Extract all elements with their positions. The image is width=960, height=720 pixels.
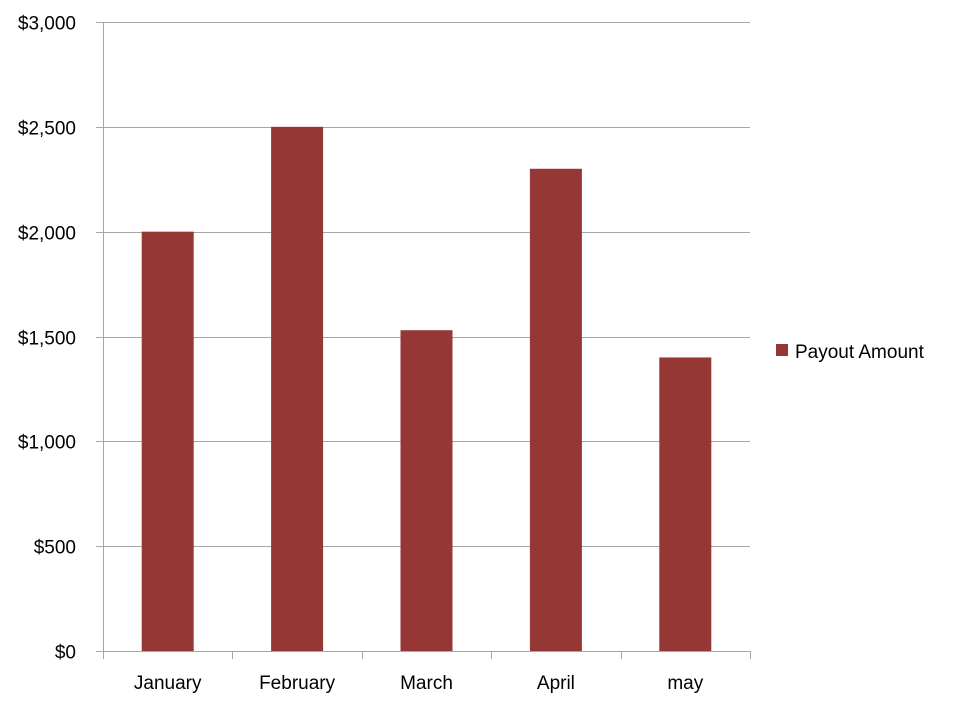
- y-tick-label: $2,000: [18, 224, 76, 245]
- legend-swatch: [776, 344, 788, 356]
- y-axis-tick-labels: $0 $500 $1,000 $1,500 $2,000 $2,500 $3,000: [18, 14, 76, 664]
- y-tick-label: $2,500: [18, 119, 76, 140]
- y-tick-label: $1,500: [18, 329, 76, 350]
- bar-january: [141, 231, 194, 651]
- bar-march: [400, 330, 453, 651]
- bar-april: [529, 168, 582, 651]
- x-tick-label: may: [667, 673, 703, 694]
- x-axis-tick-labels: January February March April may: [134, 673, 704, 694]
- y-tick-label: $500: [34, 538, 76, 559]
- x-tick-label: April: [537, 673, 575, 694]
- bars: [141, 126, 712, 652]
- axes: [96, 22, 751, 659]
- legend-label: Payout Amount: [795, 342, 925, 363]
- y-tick-label: $0: [55, 643, 76, 664]
- x-tick-label: January: [134, 673, 202, 694]
- y-tick-label: $3,000: [18, 14, 76, 35]
- bar-february: [271, 126, 324, 652]
- legend: Payout Amount: [776, 342, 925, 363]
- x-tick-label: February: [259, 673, 336, 694]
- x-tick-label: March: [400, 673, 453, 694]
- bar-may: [659, 357, 712, 651]
- y-tick-label: $1,000: [18, 433, 76, 454]
